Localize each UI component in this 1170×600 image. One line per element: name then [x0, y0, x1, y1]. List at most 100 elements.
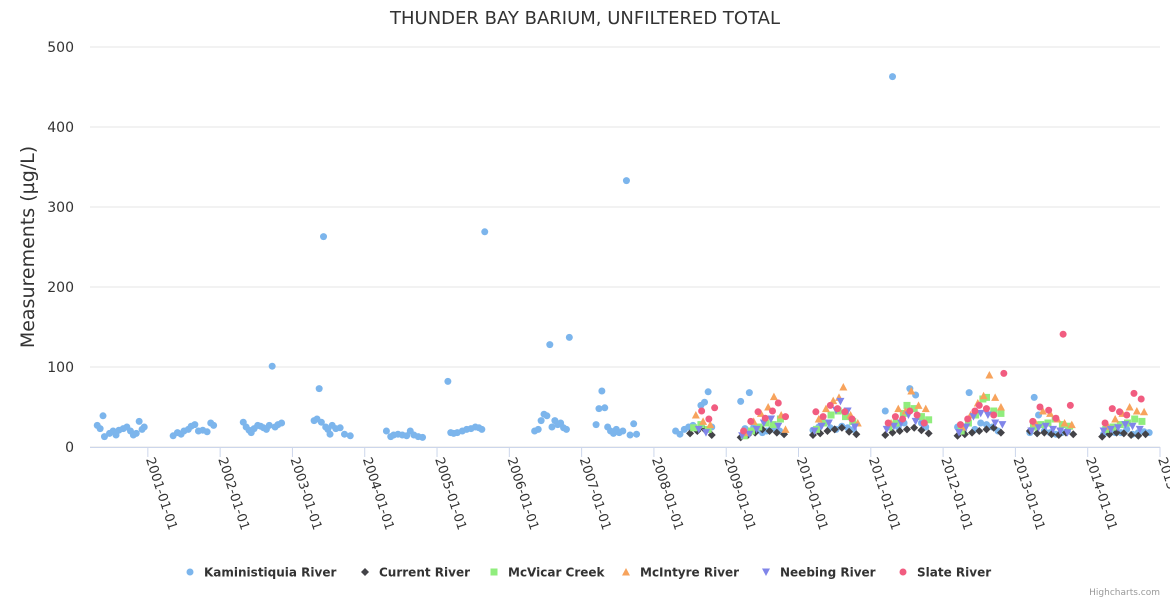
plot-area — [93, 73, 1153, 442]
data-point — [745, 430, 754, 439]
data-point — [834, 405, 842, 413]
data-point — [403, 432, 411, 440]
data-point — [701, 429, 710, 437]
data-point — [845, 427, 854, 436]
data-point — [543, 412, 551, 420]
data-point — [630, 420, 638, 428]
legend-item-mcvicar-creek[interactable]: McVicar Creek — [490, 566, 606, 580]
data-point — [336, 424, 344, 432]
data-point — [705, 415, 713, 423]
data-point — [1033, 429, 1042, 438]
data-point — [1036, 403, 1044, 411]
data-point — [891, 413, 899, 421]
y-tick-label: 500 — [47, 40, 74, 56]
data-point — [1067, 420, 1076, 429]
data-point — [1038, 407, 1047, 415]
data-point — [827, 411, 835, 419]
data-point — [747, 417, 755, 425]
data-point — [562, 425, 570, 433]
data-point — [690, 424, 698, 432]
data-point — [913, 411, 921, 419]
legend-item-neebing-river[interactable]: Neebing River — [762, 566, 876, 580]
legend-label: McVicar Creek — [508, 566, 606, 580]
data-point — [1000, 369, 1008, 377]
data-point — [899, 415, 907, 423]
legend-label: Kaministiquia River — [204, 566, 336, 580]
data-point — [925, 416, 933, 424]
data-point — [906, 407, 914, 415]
data-point — [1029, 417, 1037, 425]
data-point — [964, 415, 972, 423]
data-point — [419, 433, 427, 441]
data-point — [1052, 414, 1060, 422]
data-point — [955, 429, 964, 437]
data-point — [848, 415, 856, 423]
data-point — [881, 407, 889, 415]
legend-symbol — [622, 568, 630, 576]
data-point — [1123, 411, 1131, 419]
legend-item-slate-river[interactable]: Slate River — [899, 566, 992, 580]
data-point — [996, 403, 1005, 411]
data-point — [985, 371, 994, 379]
data-point — [895, 427, 904, 435]
data-point — [1063, 429, 1072, 437]
data-point — [826, 401, 834, 409]
legend-label: Current River — [379, 566, 470, 580]
data-point — [884, 419, 892, 427]
data-point — [920, 419, 928, 427]
series-mcintyre-river — [691, 371, 1149, 437]
data-point — [836, 397, 845, 406]
legend-label: Slate River — [917, 566, 991, 580]
data-point — [965, 389, 973, 397]
data-point — [210, 421, 218, 429]
y-tick-label: 100 — [47, 360, 74, 376]
credits-link[interactable]: Highcharts.com — [1089, 588, 1160, 598]
data-point — [598, 387, 606, 395]
data-point — [1029, 423, 1037, 431]
data-point — [740, 427, 748, 435]
data-point — [619, 427, 627, 435]
legend: Kaministiquia River Current River McVicar … — [186, 566, 992, 580]
data-point — [991, 393, 1000, 401]
data-point — [132, 429, 140, 437]
data-point — [1132, 407, 1141, 415]
data-point — [956, 421, 964, 429]
data-point — [842, 413, 850, 421]
data-point — [971, 407, 979, 415]
legend-item-kaministiquia-river[interactable]: Kaministiquia River — [186, 566, 337, 580]
data-point — [96, 425, 104, 433]
data-point — [982, 425, 991, 434]
y-axis: 0 100 200 300 400 500 — [47, 40, 74, 456]
data-point — [1131, 415, 1139, 423]
data-point — [565, 333, 573, 341]
data-point — [761, 414, 769, 422]
data-point — [701, 398, 709, 406]
data-point — [969, 413, 978, 421]
data-point — [140, 423, 148, 431]
data-point — [1069, 430, 1078, 439]
data-point — [910, 405, 918, 413]
data-point — [837, 423, 846, 432]
data-point — [968, 428, 977, 437]
data-point — [977, 419, 985, 427]
data-point — [767, 415, 776, 423]
data-point — [774, 399, 782, 407]
data-point — [823, 427, 832, 435]
data-point — [711, 404, 719, 412]
data-point — [633, 430, 641, 438]
data-point — [537, 417, 545, 425]
data-point — [99, 412, 107, 420]
data-point — [814, 415, 823, 423]
data-point — [768, 407, 776, 415]
data-point — [782, 413, 789, 421]
data-point — [691, 411, 700, 419]
data-point — [1066, 401, 1074, 409]
data-point — [998, 421, 1007, 429]
data-point — [592, 421, 600, 429]
data-point — [889, 73, 896, 81]
legend-item-current-river[interactable]: Current River — [361, 566, 470, 580]
data-point — [340, 430, 348, 438]
legend-item-mcintyre-river[interactable]: McIntyre River — [622, 566, 739, 580]
data-point — [135, 417, 143, 425]
